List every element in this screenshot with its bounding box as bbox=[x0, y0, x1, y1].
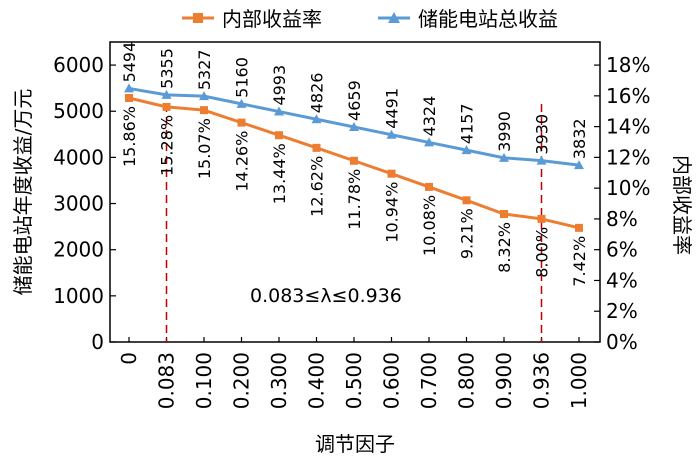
right-tick-label: 16% bbox=[606, 84, 650, 108]
right-axis-title: 内部收益率 bbox=[670, 155, 694, 255]
x-tick-label: 0.200 bbox=[230, 352, 254, 409]
revenue-point bbox=[499, 152, 509, 162]
reference-lines bbox=[165, 104, 543, 342]
right-tick-label: 8% bbox=[606, 207, 638, 231]
irr-point bbox=[575, 223, 583, 232]
left-tick-label: 5000 bbox=[53, 99, 104, 123]
left-tick-label: 0 bbox=[91, 330, 104, 354]
left-axis-title: 储能电站年度收益/万元 bbox=[11, 89, 35, 296]
x-axis-title: 调节因子 bbox=[315, 432, 395, 456]
revenue-point bbox=[386, 129, 397, 139]
revenue-data-label: 3832 bbox=[570, 118, 589, 159]
x-tick-label: 1.000 bbox=[567, 352, 591, 409]
revenue-data-label: 4491 bbox=[383, 88, 402, 129]
revenue-data-label: 3990 bbox=[495, 111, 514, 152]
right-tick-label: 2% bbox=[606, 299, 638, 323]
revenue-point bbox=[424, 137, 434, 147]
revenue-data-label: 5494 bbox=[120, 42, 139, 83]
x-tick-label: 0.936 bbox=[530, 352, 554, 409]
left-tick-label: 6000 bbox=[53, 53, 104, 77]
x-tick-label: 0.083 bbox=[155, 352, 179, 409]
left-tick-label: 4000 bbox=[53, 145, 104, 169]
revenue-point bbox=[124, 83, 134, 93]
irr-data-label: 15.28% bbox=[158, 115, 177, 176]
revenue-point bbox=[311, 114, 322, 124]
right-tick-label: 18% bbox=[606, 53, 650, 77]
right-tick-label: 6% bbox=[606, 238, 638, 262]
right-tick-label: 4% bbox=[606, 268, 638, 292]
plot-frame bbox=[109, 41, 601, 343]
x-tick-label: 0.800 bbox=[455, 352, 479, 409]
left-tick-label: 1000 bbox=[53, 284, 104, 308]
irr-point bbox=[312, 143, 321, 152]
irr-data-label: 11.78% bbox=[345, 169, 364, 230]
x-tick-label: 0.600 bbox=[380, 352, 404, 409]
left-axis-ticks: 0 1000 2000 3000 4000 5000 6000 bbox=[53, 53, 116, 354]
range-annotation: 0.083≤λ≤0.936 bbox=[250, 285, 402, 307]
right-tick-label: 0% bbox=[606, 330, 638, 354]
left-tick-label: 3000 bbox=[53, 192, 104, 216]
legend-label-irr: 内部收益率 bbox=[222, 7, 322, 31]
revenue-point bbox=[274, 106, 284, 116]
irr-data-label: 14.26% bbox=[233, 131, 252, 192]
revenue-data-label: 4157 bbox=[458, 103, 477, 144]
legend: 内部收益率 储能电站总收益 bbox=[182, 7, 558, 31]
revenue-data-label: 5327 bbox=[195, 49, 214, 90]
irr-point bbox=[162, 102, 171, 111]
irr-point bbox=[275, 131, 283, 140]
revenue-data-label: 5355 bbox=[158, 48, 177, 89]
legend-label-revenue: 储能电站总收益 bbox=[418, 7, 558, 31]
irr-point bbox=[537, 214, 546, 223]
irr-point bbox=[425, 182, 433, 191]
irr-point bbox=[237, 118, 246, 127]
revenue-point bbox=[536, 155, 547, 165]
x-tick-label: 0.900 bbox=[492, 352, 516, 409]
irr-point bbox=[462, 196, 471, 205]
irr-data-label: 9.21% bbox=[458, 208, 477, 259]
irr-data-label: 10.94% bbox=[383, 182, 402, 243]
right-tick-label: 10% bbox=[606, 176, 650, 200]
revenue-data-label: 4993 bbox=[270, 65, 289, 106]
revenue-data-label: 5160 bbox=[233, 57, 252, 98]
right-tick-label: 14% bbox=[606, 115, 650, 139]
revenue-point bbox=[349, 121, 359, 131]
revenue-data-label: 4826 bbox=[308, 73, 327, 114]
irr-data-label: 15.86% bbox=[120, 106, 139, 167]
right-tick-label: 12% bbox=[606, 145, 650, 169]
irr-data-label: 7.42% bbox=[570, 236, 589, 287]
irr-point bbox=[125, 94, 133, 102]
x-tick-label: 0.500 bbox=[342, 352, 366, 409]
irr-point bbox=[500, 210, 508, 218]
legend-item-irr: 内部收益率 bbox=[182, 7, 322, 31]
revenue-point bbox=[161, 89, 172, 99]
data-labels: 5494 5355 5327 5160 4993 4826 4659 4491 4324 4157… bbox=[120, 42, 589, 287]
irr-data-label: 15.07% bbox=[195, 118, 214, 179]
revenue-point bbox=[461, 145, 472, 155]
x-tick-label: 0 bbox=[117, 352, 141, 365]
revenue-data-label: 4324 bbox=[420, 96, 439, 137]
legend-item-revenue: 储能电站总收益 bbox=[378, 7, 558, 31]
x-tick-label: 0.700 bbox=[417, 352, 441, 409]
irr-data-label: 10.08% bbox=[420, 195, 439, 256]
revenue-point bbox=[199, 91, 209, 101]
revenue-data-label: 4659 bbox=[345, 80, 364, 121]
left-tick-label: 2000 bbox=[53, 238, 104, 262]
right-axis-ticks: 0% 2% 4% 6% 8% 10% 12% 14% 16% 18% bbox=[594, 53, 650, 354]
x-tick-label: 0.400 bbox=[305, 352, 329, 409]
irr-data-label: 8.00% bbox=[533, 227, 552, 278]
revenue-point bbox=[574, 160, 584, 170]
revenue-data-label: 3930 bbox=[533, 114, 552, 155]
irr-point bbox=[387, 169, 396, 178]
x-tick-label: 0.100 bbox=[192, 352, 216, 409]
irr-point bbox=[200, 106, 208, 115]
irr-data-label: 8.32% bbox=[495, 222, 514, 273]
x-axis-ticks: 0 0.083 0.100 0.200 0.300 0.400 0.500 0.600 0.70… bbox=[117, 337, 591, 409]
series-markers bbox=[124, 83, 584, 232]
x-tick-label: 0.300 bbox=[267, 352, 291, 409]
irr-point bbox=[350, 156, 358, 165]
irr-data-label: 12.62% bbox=[308, 156, 327, 217]
irr-data-label: 13.44% bbox=[270, 143, 289, 204]
revenue-point bbox=[236, 98, 247, 108]
